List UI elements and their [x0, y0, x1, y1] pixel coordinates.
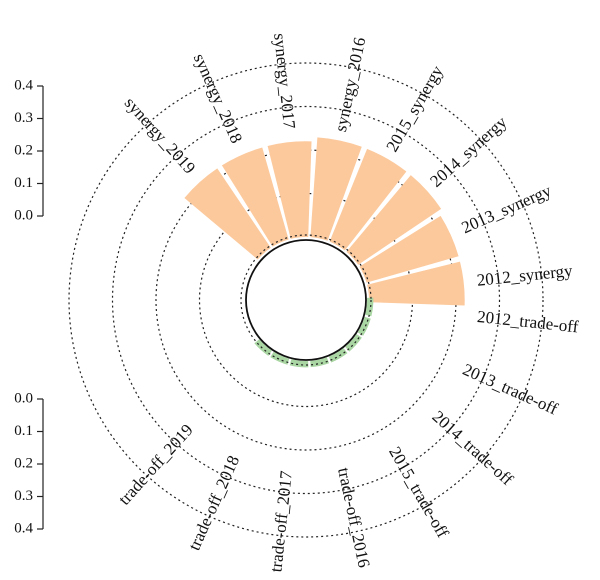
reference-ring-4: [68, 62, 544, 538]
tradeoff-label-2019: trade-off_2019: [115, 420, 197, 508]
reference-ring-3: [111, 105, 501, 495]
synergy-label-2015: 2015_synergy: [382, 62, 447, 155]
bars-layer: [184, 137, 465, 368]
synergy-axis-tick-label: 0.2: [14, 142, 33, 158]
tradeoff-label-2015: 2015_trade-off: [385, 443, 452, 541]
synergy-label-2017: synergy_2017: [270, 32, 299, 130]
tradeoff-label-2014: 2014_trade-off: [429, 407, 518, 489]
tradeoff-axis-tick-label: 0.4: [14, 520, 33, 536]
synergy-label-2018: synergy_2018: [190, 51, 246, 146]
tradeoff-bar-2015: [328, 348, 348, 363]
tradeoff-label-2012: 2012_trade-off: [476, 307, 579, 337]
tradeoff-axis-tick-label: 0.3: [14, 488, 33, 504]
tradeoff-bar-2018: [270, 351, 290, 365]
tradeoff-bar-2016: [310, 357, 330, 368]
tradeoff-label-2018: trade-off_2018: [185, 453, 244, 554]
synergy-label-2013: 2013_synergy: [459, 181, 555, 238]
radial-axes: 0.0 0.1 0.2 0.3 0.4 0.0 0.1 0.2 0.3 0.4: [14, 77, 44, 536]
synergy-axis-tick-label: 0.0: [14, 207, 33, 223]
synergy-axis-tick-label: 0.3: [14, 110, 33, 126]
synergy-bar-2016: [310, 137, 362, 241]
synergy-axis-tick-label: 0.4: [14, 77, 33, 93]
tradeoff-axis-tick-label: 0.1: [14, 423, 33, 439]
synergy-bar-2015: [329, 148, 407, 251]
tradeoff-label-2016: trade-off_2016: [334, 466, 374, 569]
synergy-label-2019: synergy_2019: [121, 93, 199, 177]
tradeoff-bar-2012: [365, 297, 374, 317]
synergy-label-2014: 2014_synergy: [426, 112, 510, 191]
tradeoff-bar-2017: [289, 359, 309, 368]
synergy-bar-2014: [346, 175, 442, 265]
center-circle: [245, 239, 367, 361]
synergy-label-2012: 2012_synergy: [476, 261, 574, 290]
synergy-bar-2019: [184, 168, 271, 260]
synergy-bar-2012: [367, 261, 465, 306]
synergy-bar-2018: [221, 147, 289, 247]
inner-dotted-circle: [240, 234, 372, 366]
synergy-bar-2017: [267, 141, 312, 239]
tradeoff-label-2017: trade-off_2017: [266, 469, 296, 573]
tradeoff-axis-tick-label: 0.0: [14, 390, 33, 406]
tradeoff-axis-tick-label: 0.2: [14, 455, 33, 471]
tradeoff-bar-2019: [254, 339, 272, 356]
tradeoff-label-2013: 2013_trade-off: [460, 360, 561, 419]
synergy-axis-tick-label: 0.1: [14, 175, 33, 191]
synergy-label-2016: synergy_2016: [331, 36, 370, 134]
synergy-bar-2013: [359, 215, 459, 283]
